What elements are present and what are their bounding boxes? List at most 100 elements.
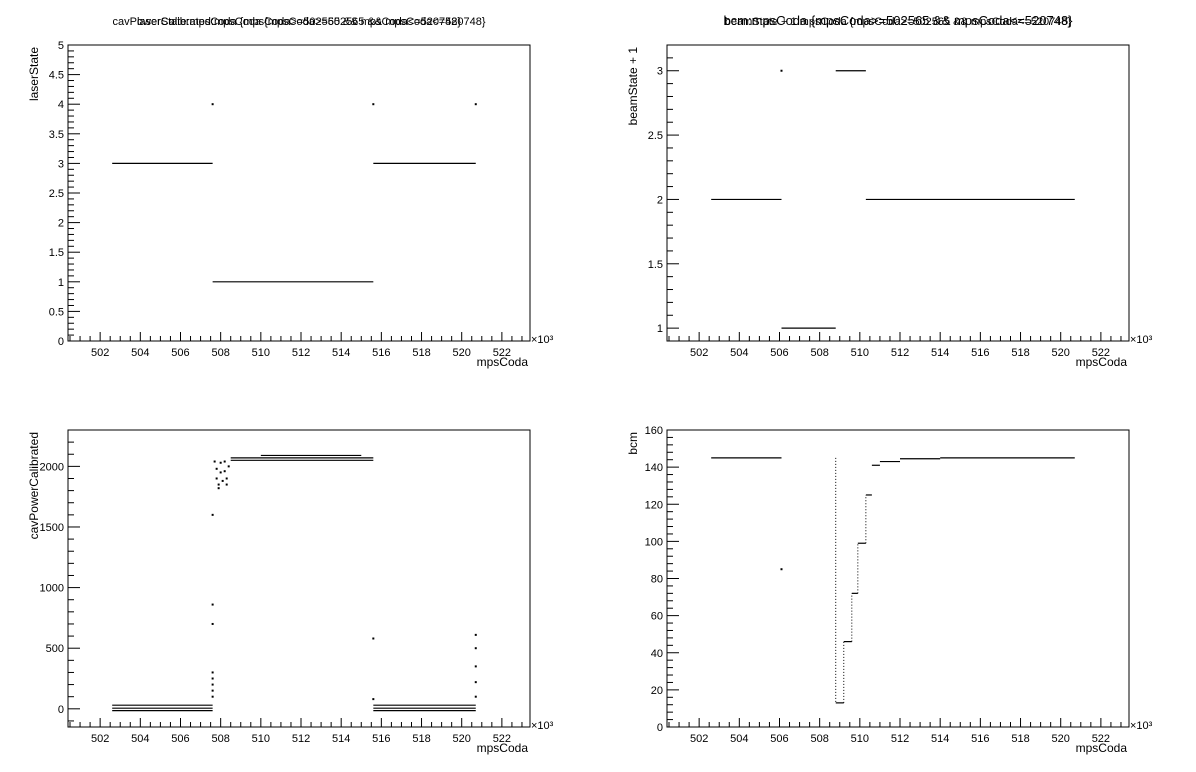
x-tick-label: 518 <box>1011 733 1029 745</box>
data-point <box>780 568 783 571</box>
x-axis-label: mpsCoda <box>1076 741 1128 755</box>
x-tick-label: 512 <box>292 733 310 745</box>
chart-title: cavPowerCalibrated:mpsCoda {mpsCoda>=502… <box>112 16 485 28</box>
x-tick-label: 514 <box>332 733 350 745</box>
data-point <box>474 665 477 668</box>
chart-panel-3: cavPowerCalibrated:mpsCoda {mpsCoda>=502… <box>27 16 554 755</box>
data-point <box>221 479 224 482</box>
data-point <box>225 483 228 486</box>
y-tick-label: 2.5 <box>49 188 64 200</box>
data-point <box>227 465 230 468</box>
y-tick-label: 0 <box>58 704 64 716</box>
y-tick-label: 1.5 <box>648 259 663 271</box>
x-tick-label: 508 <box>810 347 828 359</box>
data-point <box>217 483 220 486</box>
chart-panel-1: laserState:mpsCoda {mpsCoda>=502565 && m… <box>27 16 554 369</box>
y-tick-label: 2.5 <box>648 130 663 142</box>
x-tick-label: 514 <box>931 347 949 359</box>
data-point <box>211 677 214 680</box>
x-tick-label: 506 <box>171 347 189 359</box>
data-point <box>474 695 477 698</box>
y-axis-label: bcm <box>626 432 640 455</box>
y-tick-label: 40 <box>651 648 663 660</box>
x-tick-label: 514 <box>332 347 350 359</box>
y-tick-label: 140 <box>645 462 663 474</box>
y-tick-label: 1 <box>657 323 663 335</box>
x-tick-label: 518 <box>1011 347 1029 359</box>
data-point <box>780 69 783 72</box>
data-point <box>211 695 214 698</box>
x-tick-label: 502 <box>690 733 708 745</box>
data-point <box>219 461 222 464</box>
y-axis-label: cavPowerCalibrated <box>27 432 41 539</box>
x-tick-label: 518 <box>412 733 430 745</box>
data-point <box>372 637 375 640</box>
y-tick-label: 2 <box>58 218 64 230</box>
x-tick-label: 518 <box>412 347 430 359</box>
data-point <box>211 103 214 106</box>
data-point <box>223 460 226 463</box>
x-tick-label: 520 <box>453 733 471 745</box>
x-tick-label: 508 <box>211 347 229 359</box>
x-tick-label: 512 <box>891 347 909 359</box>
x-tick-label: 522 <box>493 733 511 745</box>
y-tick-label: 1000 <box>40 583 64 595</box>
y-tick-label: 160 <box>645 425 663 437</box>
data-point <box>372 698 375 701</box>
data-point <box>215 477 218 480</box>
y-tick-label: 1.5 <box>49 247 64 259</box>
x-tick-label: 502 <box>690 347 708 359</box>
plot-frame <box>67 429 531 728</box>
x-axis-label: mpsCoda <box>1076 355 1128 369</box>
x-tick-label: 508 <box>211 733 229 745</box>
data-point <box>217 487 220 490</box>
y-tick-label: 1 <box>58 277 64 289</box>
data-point <box>474 633 477 636</box>
x-tick-label: 510 <box>851 733 869 745</box>
y-tick-label: 2 <box>657 194 663 206</box>
x-tick-label: 502 <box>91 733 109 745</box>
x-axis-multiplier: ×10³ <box>531 334 554 346</box>
data-point <box>211 683 214 686</box>
plot-frame <box>666 44 1130 342</box>
y-tick-label: 100 <box>645 536 663 548</box>
y-tick-label: 120 <box>645 499 663 511</box>
x-tick-label: 506 <box>171 733 189 745</box>
data-point <box>474 103 477 106</box>
x-tick-label: 512 <box>891 733 909 745</box>
x-tick-label: 516 <box>971 733 989 745</box>
x-axis-multiplier: ×10³ <box>1130 720 1153 732</box>
data-point <box>211 603 214 606</box>
data-point <box>225 477 228 480</box>
y-axis-label: laserState <box>27 47 41 101</box>
data-point <box>474 681 477 684</box>
x-tick-label: 516 <box>372 347 390 359</box>
data-point <box>372 103 375 106</box>
y-tick-label: 3 <box>657 66 663 78</box>
data-point <box>213 460 216 463</box>
y-tick-label: 2000 <box>40 461 64 473</box>
x-tick-label: 512 <box>292 347 310 359</box>
x-tick-label: 520 <box>1052 347 1070 359</box>
x-tick-label: 504 <box>131 347 149 359</box>
x-tick-label: 514 <box>931 733 949 745</box>
y-tick-label: 4 <box>58 99 64 111</box>
y-tick-label: 0 <box>58 336 64 348</box>
y-axis-label: beamState + 1 <box>626 47 640 126</box>
y-tick-label: 3 <box>58 158 64 170</box>
x-tick-label: 522 <box>1092 733 1110 745</box>
x-tick-label: 502 <box>91 347 109 359</box>
x-tick-label: 510 <box>252 733 270 745</box>
plot-frame <box>67 44 531 342</box>
x-axis-label: mpsCoda <box>477 355 529 369</box>
data-point <box>219 471 222 474</box>
x-axis-multiplier: ×10³ <box>1130 334 1153 346</box>
x-tick-label: 508 <box>810 733 828 745</box>
data-point <box>474 647 477 650</box>
x-tick-label: 504 <box>131 733 149 745</box>
x-tick-label: 510 <box>851 347 869 359</box>
chart-title: laserState:mpsCoda {mpsCoda>=502565 && m… <box>137 16 461 28</box>
y-tick-label: 60 <box>651 611 663 623</box>
plot-frame <box>666 429 1130 728</box>
chart-title: bcm:mpsCoda {mpsCoda>=502565 && mpsCoda<… <box>723 13 1073 28</box>
